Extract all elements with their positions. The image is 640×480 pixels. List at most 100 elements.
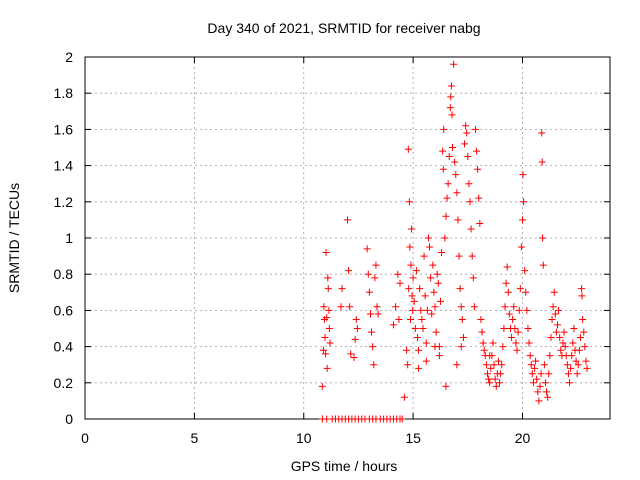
data-point [513, 346, 521, 354]
y-tick-label: 0.2 [54, 375, 74, 391]
y-tick-label: 1 [65, 230, 73, 246]
data-point [504, 288, 512, 296]
data-point [426, 243, 434, 251]
data-point [441, 234, 449, 242]
data-point [503, 263, 511, 271]
data-point [419, 325, 427, 332]
data-point [458, 315, 466, 323]
data-point [347, 350, 355, 358]
data-point [555, 306, 563, 314]
data-point [465, 180, 473, 188]
data-point [512, 339, 520, 347]
data-point [561, 343, 569, 351]
data-point [475, 194, 483, 202]
data-point [420, 252, 428, 260]
data-point [479, 339, 487, 347]
data-point [438, 248, 446, 256]
y-tick-label: 0.4 [54, 339, 74, 355]
data-point [422, 339, 430, 347]
y-tick-label: 2 [65, 49, 73, 65]
data-point [567, 364, 575, 372]
data-point [510, 303, 518, 311]
data-point [519, 171, 527, 179]
data-point [395, 315, 403, 323]
data-point [370, 361, 378, 369]
data-point [414, 334, 421, 342]
data-point [462, 122, 470, 130]
data-point [409, 306, 417, 314]
data-point [374, 310, 382, 318]
data-point [515, 306, 523, 314]
x-tick-label: 10 [296, 430, 312, 446]
data-point [486, 352, 494, 360]
data-point [533, 375, 541, 383]
data-point [442, 382, 450, 390]
data-point [502, 279, 510, 287]
data-point [452, 171, 460, 179]
y-tick-label: 1.2 [54, 194, 74, 210]
data-point [492, 382, 500, 390]
data-point [514, 328, 522, 336]
data-point [528, 370, 536, 378]
data-point [531, 364, 539, 372]
axis-ticks: 00.20.40.60.811.21.41.61.820 5 10 15 20 [54, 49, 610, 446]
data-point [471, 125, 479, 133]
data-point [570, 325, 578, 332]
data-point [573, 370, 581, 378]
data-point [546, 352, 554, 360]
data-point [445, 153, 453, 161]
data-point [501, 303, 509, 311]
data-point [534, 388, 542, 396]
data-point [418, 315, 426, 323]
data-point [439, 147, 447, 155]
data-point [364, 270, 372, 278]
x-axis-title: GPS time / hours [291, 458, 398, 474]
data-point [551, 310, 559, 318]
data-point [560, 328, 568, 336]
data-point [369, 343, 377, 351]
data-point [491, 375, 499, 383]
y-axis-title: SRMTID / TECUs [6, 183, 22, 293]
data-point [485, 375, 493, 383]
data-point [410, 297, 418, 305]
data-point [398, 415, 406, 423]
data-point [578, 285, 586, 293]
y-tick-label: 0.6 [54, 302, 74, 318]
data-point [415, 364, 423, 372]
data-point [456, 285, 464, 293]
data-point [511, 325, 519, 332]
data-point [351, 335, 359, 343]
data-point [480, 346, 488, 354]
data-point [468, 252, 476, 260]
data-point [545, 370, 553, 378]
data-point [535, 397, 543, 405]
data-point [435, 352, 443, 360]
data-point [563, 361, 571, 369]
data-point [467, 225, 475, 233]
data-point [350, 353, 358, 361]
data-point [444, 180, 452, 188]
data-point [505, 310, 513, 318]
data-point [527, 361, 535, 369]
data-point [556, 334, 564, 342]
data-point [478, 328, 486, 336]
data-point [579, 315, 587, 323]
data-point [326, 339, 334, 347]
data-point [319, 346, 327, 354]
data-point [543, 388, 551, 396]
y-tick-label: 1.8 [54, 85, 74, 101]
y-tick-label: 0 [65, 411, 73, 427]
data-point [578, 292, 586, 300]
data-point [526, 352, 534, 360]
data-point [453, 361, 461, 369]
x-tick-label: 0 [81, 430, 89, 446]
data-point [392, 303, 400, 311]
data-point [540, 361, 548, 369]
data-point [552, 328, 560, 336]
data-point [453, 189, 461, 197]
data-point [450, 60, 458, 68]
data-point [447, 93, 455, 101]
data-point [346, 303, 354, 311]
data-point [583, 364, 591, 372]
